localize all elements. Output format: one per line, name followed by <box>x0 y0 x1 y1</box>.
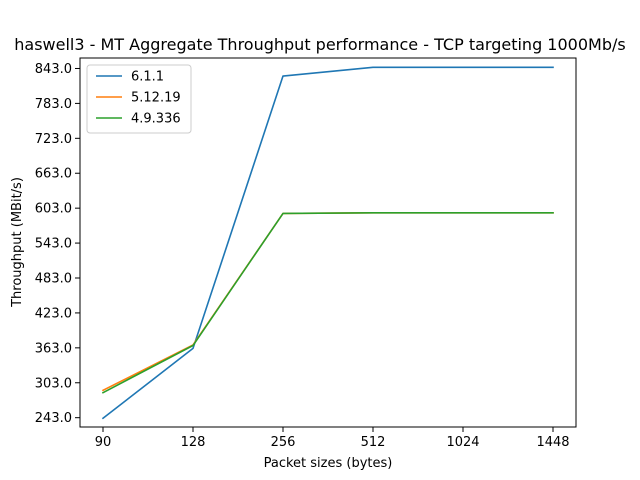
x-tick-label: 256 <box>271 435 296 450</box>
y-tick-label: 543.0 <box>35 237 72 252</box>
series-line-4-9-336 <box>101 212 554 394</box>
legend-entry-label: 5.12.19 <box>131 91 181 106</box>
y-tick-label: 423.0 <box>35 306 72 321</box>
x-tick-label: 1448 <box>536 435 569 450</box>
y-axis-ticks: 243.0 303.0 363.0 423.0 483.0 543.0 603.0 663.0… <box>35 62 80 426</box>
y-tick-label: 243.0 <box>35 411 72 426</box>
x-tick-label: 90 <box>95 435 112 450</box>
legend-box <box>86 64 192 134</box>
legend-entry-label: 4.9.336 <box>131 112 181 127</box>
x-axis-label: Packet sizes (bytes) <box>264 456 393 471</box>
x-tick-label: 128 <box>181 435 206 450</box>
y-tick-label: 723.0 <box>35 132 72 147</box>
y-tick-label: 603.0 <box>35 202 72 217</box>
y-tick-label: 483.0 <box>35 272 72 287</box>
series-lines <box>101 66 554 420</box>
y-tick-label: 303.0 <box>35 376 72 391</box>
y-tick-label: 363.0 <box>35 341 72 356</box>
y-tick-label: 783.0 <box>35 97 72 112</box>
legend: 6.1.1 5.12.19 4.9.336 <box>86 64 192 134</box>
x-tick-label: 512 <box>361 435 386 450</box>
legend-entry-label: 6.1.1 <box>131 70 164 85</box>
chart-title: haswell3 - MT Aggregate Throughput perfo… <box>14 35 625 54</box>
y-axis-label: Throughput (MBit/s) <box>10 177 25 308</box>
x-axis-ticks: 90 128 256 512 1024 1448 <box>95 427 570 450</box>
y-tick-label: 843.0 <box>35 62 72 77</box>
series-line-6-1-1 <box>101 66 554 420</box>
x-tick-label: 1024 <box>446 435 479 450</box>
y-tick-label: 663.0 <box>35 167 72 182</box>
plot-frame <box>79 57 577 428</box>
